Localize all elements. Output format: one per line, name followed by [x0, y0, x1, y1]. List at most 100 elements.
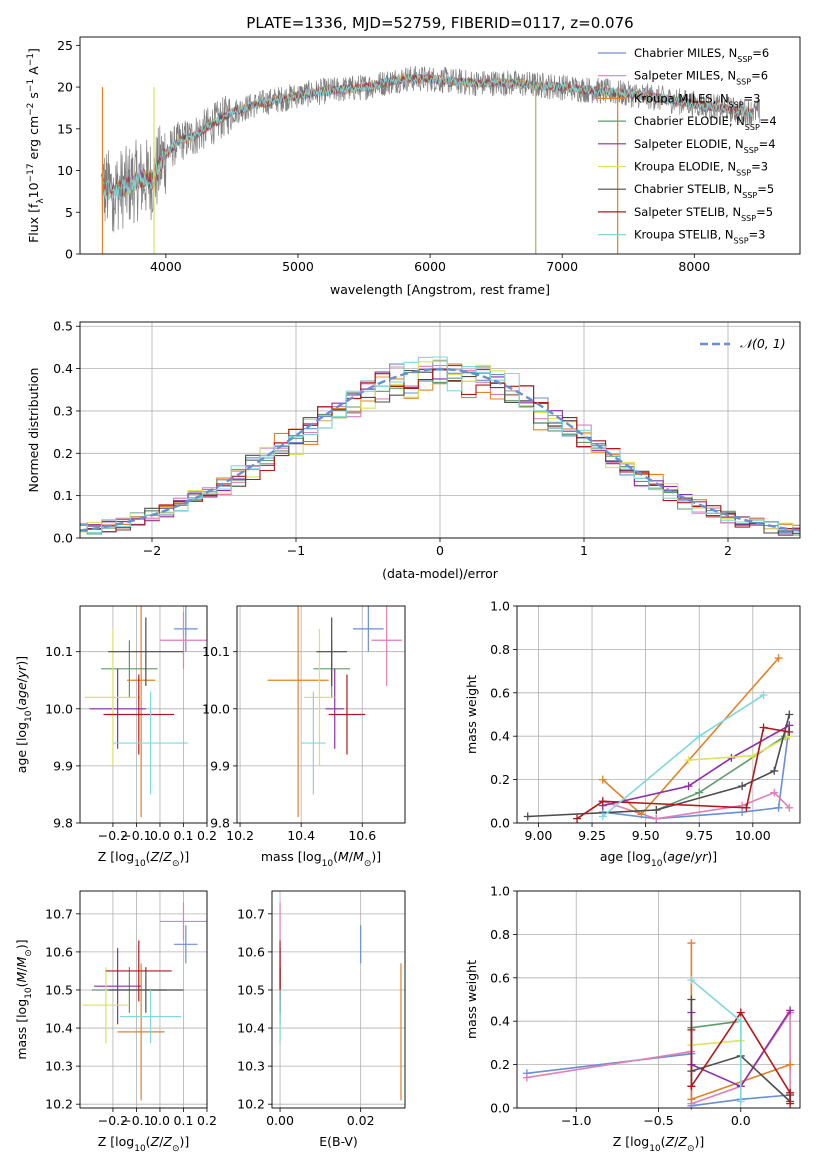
tick-label-y: 0.8 [490, 927, 510, 942]
tick-label-y: 0.0 [490, 816, 510, 831]
tick-label-x: 2 [724, 543, 732, 558]
tick-label-x: 4000 [150, 259, 182, 274]
weight-marker-chabrier_elodie [695, 788, 704, 797]
tick-label-x: 0.2 [197, 1113, 217, 1128]
tick-label-x: 10.2 [226, 828, 254, 843]
weight-marker-kroupa_miles [687, 1095, 696, 1104]
tick-label-x: 0 [436, 543, 444, 558]
axes-frame [271, 890, 406, 1109]
tick-label-x: 9.50 [632, 828, 660, 843]
axes-frame [236, 605, 406, 824]
tick-label-y: 10.0 [202, 701, 230, 716]
legend-label: Chabrier STELIB, NSSP=5 [634, 182, 774, 200]
tick-label-y: 10.2 [237, 1097, 265, 1112]
tick-label-y: 10 [57, 163, 73, 178]
tick-label-y: 0.4 [490, 1014, 510, 1029]
legend-label: 𝒩(0, 1) [740, 336, 786, 351]
tick-label-y: 10.5 [237, 982, 265, 997]
weight-marker-salpeter_stelib [786, 1088, 795, 1097]
weight-marker-kroupa_miles [637, 810, 646, 819]
tick-label-y: 10.4 [45, 1021, 73, 1036]
legend-label: Chabrier MILES, NSSP=6 [634, 46, 769, 64]
tick-label-y: 10.7 [237, 906, 265, 921]
weight-marker-chabrier_stelib [687, 995, 696, 1004]
axes-frame [79, 890, 208, 1109]
weight-marker-chabrier_stelib [738, 782, 747, 791]
weight-marker-salpeter_stelib [687, 1025, 696, 1034]
tick-label-y: 0.2 [53, 446, 73, 461]
weight-marker-salpeter_stelib [785, 727, 794, 736]
tick-label-x: 9.75 [685, 828, 713, 843]
tick-label-y: 1.0 [490, 599, 510, 614]
axis-label-y: mass weight [464, 675, 479, 754]
tick-label-y: 25 [57, 38, 73, 53]
tick-label-y: 0.6 [490, 970, 510, 985]
tick-label-x: 10.00 [735, 828, 771, 843]
weight-marker-salpeter_miles [770, 788, 779, 797]
weight-marker-chabrier_stelib [770, 766, 779, 775]
weight-marker-salpeter_stelib [573, 814, 582, 823]
axis-label-x: (data-model)/error [382, 566, 499, 581]
tick-label-y: 10.6 [45, 944, 73, 959]
legend-label: Chabrier ELODIE, NSSP=4 [634, 114, 777, 132]
tick-label-y: 0 [65, 247, 73, 262]
tick-label-x: 5000 [282, 259, 314, 274]
weight-marker-kroupa_miles [786, 1060, 795, 1069]
tick-label-x: −1 [287, 543, 305, 558]
tick-label-x: 6000 [414, 259, 446, 274]
tick-label-y: 0.2 [490, 772, 510, 787]
tick-label-y: 0.0 [53, 531, 73, 546]
weight-marker-kroupa_stelib [759, 690, 768, 699]
tick-label-x: 0.0 [150, 1113, 170, 1128]
axis-label-x: E(B-V) [319, 1134, 358, 1149]
tick-label-y: 0.4 [53, 361, 73, 376]
tick-label-x: 0.2 [197, 828, 217, 843]
axis-label-x: wavelength [Angstrom, rest frame] [330, 282, 550, 297]
weight-marker-kroupa_miles [774, 654, 783, 663]
tick-label-y: 10.5 [45, 982, 73, 997]
tick-label-x: 10.6 [348, 828, 376, 843]
legend-label: Kroupa STELIB, NSSP=3 [634, 228, 765, 246]
tick-label-y: 10.2 [45, 1097, 73, 1112]
weight-marker-chabrier_stelib [652, 805, 661, 814]
legend-label: Salpeter MILES, NSSP=6 [634, 69, 768, 87]
tick-label-x: −0.2 [98, 828, 128, 843]
tick-label-y: 15 [57, 121, 73, 136]
tick-label-y: 10.7 [45, 906, 73, 921]
weight-marker-kroupa_miles [598, 775, 607, 784]
weight-line-salpeter_miles [526, 1009, 791, 1105]
tick-label-x: −1.0 [561, 1113, 591, 1128]
axes-frame [79, 605, 208, 824]
weight-marker-kroupa_elodie [748, 751, 757, 760]
tick-label-x: −2 [143, 543, 161, 558]
tick-label-x: 8000 [678, 259, 710, 274]
figure-title: PLATE=1336, MJD=52759, FIBERID=0117, z=0… [246, 14, 633, 32]
weight-marker-chabrier_miles [774, 803, 783, 812]
weight-marker-kroupa_miles [687, 939, 696, 948]
tick-label-y: 20 [57, 80, 73, 95]
tick-label-y: 5 [65, 205, 73, 220]
tick-label-x: 9.00 [525, 828, 553, 843]
tick-label-y: 9.9 [53, 758, 73, 773]
tick-label-x: 0.1 [174, 828, 194, 843]
weight-marker-salpeter_elodie [786, 1006, 795, 1015]
tick-label-x: 0.0 [731, 1113, 751, 1128]
histogram-kroupa_stelib [80, 356, 800, 533]
tick-label-y: 0.5 [53, 319, 73, 334]
histogram-chabrier_elodie [80, 366, 800, 536]
tick-label-y: 9.8 [210, 816, 230, 831]
legend-label: Salpeter STELIB, NSSP=5 [634, 205, 773, 223]
spectrum-data-line [100, 65, 761, 233]
tick-label-x: 0.1 [174, 1113, 194, 1128]
tick-label-x: −0.5 [643, 1113, 673, 1128]
tick-label-x: −0.2 [98, 1113, 128, 1128]
tick-label-y: 10.1 [45, 644, 73, 659]
tick-label-y: 0.1 [53, 488, 73, 503]
tick-label-x: 0.0 [150, 828, 170, 843]
tick-label-x: 10.4 [287, 828, 315, 843]
axes-frame [516, 890, 801, 1109]
tick-label-y: 9.8 [53, 816, 73, 831]
weight-marker-kroupa_stelib [736, 1097, 745, 1106]
weight-marker-chabrier_stelib [785, 710, 794, 719]
axes-frame [516, 605, 801, 824]
